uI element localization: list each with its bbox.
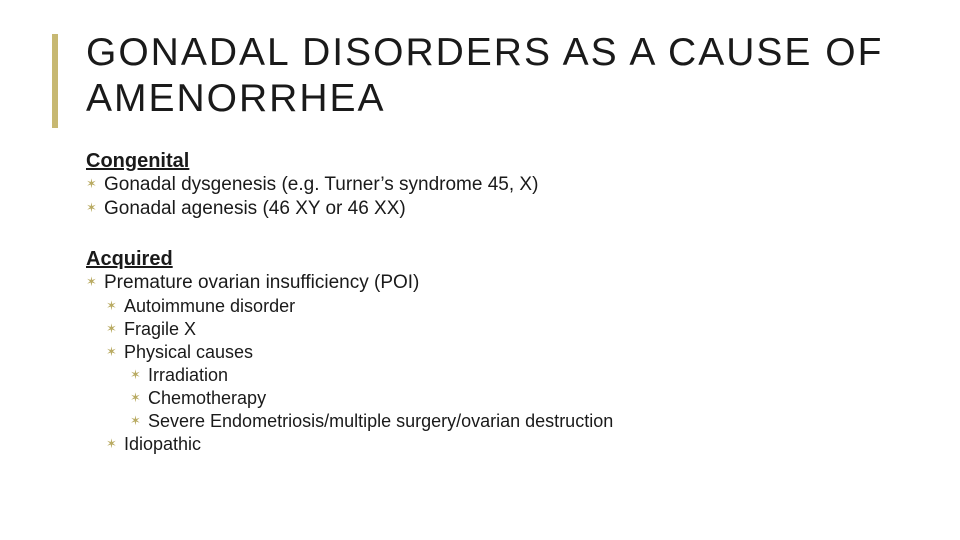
- list-item: Gonadal agenesis (46 XY or 46 XX): [86, 197, 920, 221]
- slide-title: GONADAL DISORDERS AS A CAUSE OF AMENORRH…: [86, 30, 920, 122]
- list-item: Idiopathic: [106, 433, 920, 456]
- list-item: Irradiation: [130, 364, 920, 387]
- slide-content: Congenital Gonadal dysgenesis (e.g. Turn…: [86, 150, 920, 456]
- list-item: Chemotherapy: [130, 387, 920, 410]
- list-item-label: Premature ovarian insufficiency (POI): [104, 272, 419, 293]
- poi-sublist: Autoimmune disorder Fragile X Physical c…: [106, 295, 920, 456]
- section-heading-congenital: Congenital: [86, 150, 920, 173]
- list-item: Autoimmune disorder: [106, 295, 920, 318]
- title-accent-bar: [52, 34, 58, 128]
- acquired-list: Premature ovarian insufficiency (POI) Au…: [86, 271, 920, 457]
- list-item-label: Physical causes: [124, 342, 253, 362]
- list-item-physical: Physical causes Irradiation Chemotherapy…: [106, 341, 920, 433]
- list-item: Gonadal dysgenesis (e.g. Turner’s syndro…: [86, 173, 920, 197]
- list-item: Severe Endometriosis/multiple surgery/ov…: [130, 410, 920, 433]
- slide: GONADAL DISORDERS AS A CAUSE OF AMENORRH…: [0, 0, 960, 540]
- list-item-poi: Premature ovarian insufficiency (POI) Au…: [86, 271, 920, 457]
- congenital-list: Gonadal dysgenesis (e.g. Turner’s syndro…: [86, 173, 920, 222]
- list-item: Fragile X: [106, 318, 920, 341]
- section-heading-acquired: Acquired: [86, 248, 920, 271]
- physical-sublist: Irradiation Chemotherapy Severe Endometr…: [130, 364, 920, 433]
